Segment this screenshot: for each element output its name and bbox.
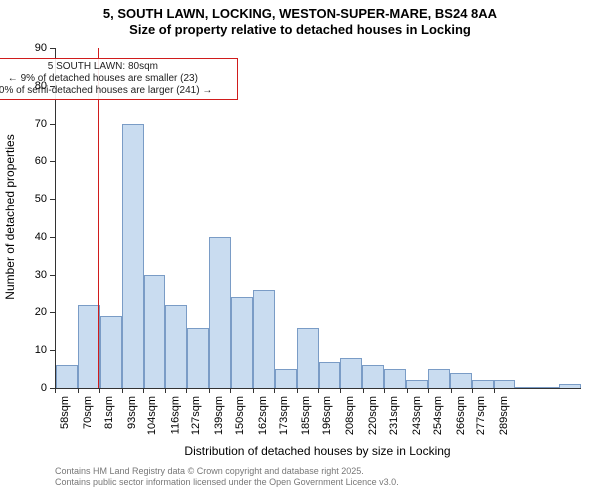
ytick-mark: [50, 199, 55, 200]
histogram-bar: [187, 328, 209, 388]
xtick-mark: [143, 388, 144, 393]
histogram-bar: [537, 387, 559, 388]
xtick-label: 220sqm: [367, 396, 379, 435]
histogram-bar: [450, 373, 472, 388]
histogram-bar: [122, 124, 144, 388]
ytick-label: 60: [17, 155, 47, 167]
xtick-label: 139sqm: [213, 396, 225, 435]
xtick-mark: [230, 388, 231, 393]
xtick-mark: [384, 388, 385, 393]
histogram-bar: [231, 297, 253, 388]
xtick-mark: [407, 388, 408, 393]
xtick-label: 58sqm: [59, 396, 71, 429]
ytick-label: 0: [17, 382, 47, 394]
ytick-label: 10: [17, 344, 47, 356]
xtick-mark: [253, 388, 254, 393]
xtick-label: 208sqm: [344, 396, 356, 435]
xtick-mark: [209, 388, 210, 393]
xtick-label: 266sqm: [455, 396, 467, 435]
ytick-mark: [50, 312, 55, 313]
histogram-bar: [253, 290, 275, 388]
histogram-bar: [100, 316, 122, 388]
plot-area: 5 SOUTH LAWN: 80sqm← 9% of detached hous…: [55, 48, 581, 389]
histogram-bar: [428, 369, 450, 388]
footer-line-1: Contains HM Land Registry data © Crown c…: [55, 466, 399, 477]
ytick-label: 30: [17, 269, 47, 281]
xtick-label: 93sqm: [126, 396, 138, 429]
xtick-mark: [428, 388, 429, 393]
xtick-mark: [472, 388, 473, 393]
histogram-bar: [275, 369, 297, 388]
ytick-label: 50: [17, 193, 47, 205]
xtick-mark: [122, 388, 123, 393]
xtick-mark: [494, 388, 495, 393]
xtick-label: 243sqm: [411, 396, 423, 435]
histogram-bar: [340, 358, 362, 388]
ytick-mark: [50, 124, 55, 125]
xtick-mark: [297, 388, 298, 393]
annotation-line-1: 5 SOUTH LAWN: 80sqm: [0, 61, 233, 73]
ytick-label: 40: [17, 231, 47, 243]
title-line-2: Size of property relative to detached ho…: [0, 22, 600, 38]
histogram-bar: [472, 380, 494, 388]
xtick-mark: [78, 388, 79, 393]
xtick-mark: [318, 388, 319, 393]
ytick-label: 20: [17, 306, 47, 318]
histogram-bar: [384, 369, 406, 388]
ytick-mark: [50, 237, 55, 238]
footer-attribution: Contains HM Land Registry data © Crown c…: [55, 466, 399, 488]
xtick-label: 289sqm: [498, 396, 510, 435]
xtick-label: 277sqm: [476, 396, 488, 435]
ytick-mark: [50, 48, 55, 49]
xtick-label: 150sqm: [234, 396, 246, 435]
xtick-label: 185sqm: [301, 396, 313, 435]
xtick-label: 231sqm: [388, 396, 400, 435]
histogram-bar: [362, 365, 384, 388]
title-line-1: 5, SOUTH LAWN, LOCKING, WESTON-SUPER-MAR…: [0, 6, 600, 22]
histogram-bar: [494, 380, 516, 388]
histogram-bar: [406, 380, 428, 388]
xtick-mark: [274, 388, 275, 393]
xtick-label: 104sqm: [147, 396, 159, 435]
xtick-label: 254sqm: [432, 396, 444, 435]
footer-line-2: Contains public sector information licen…: [55, 477, 399, 488]
xtick-mark: [451, 388, 452, 393]
histogram-bar: [515, 387, 537, 388]
x-axis-label: Distribution of detached houses by size …: [55, 444, 580, 458]
xtick-mark: [363, 388, 364, 393]
ytick-mark: [50, 350, 55, 351]
ytick-mark: [50, 275, 55, 276]
histogram-bar: [319, 362, 341, 388]
histogram-bar: [78, 305, 100, 388]
xtick-mark: [340, 388, 341, 393]
xtick-mark: [55, 388, 56, 393]
xtick-label: 162sqm: [257, 396, 269, 435]
xtick-label: 196sqm: [322, 396, 334, 435]
histogram-bar: [144, 275, 166, 388]
histogram-bar: [165, 305, 187, 388]
xtick-label: 70sqm: [82, 396, 94, 429]
xtick-mark: [99, 388, 100, 393]
ytick-label: 80: [17, 80, 47, 92]
ytick-label: 90: [17, 42, 47, 54]
ytick-mark: [50, 161, 55, 162]
ytick-label: 70: [17, 118, 47, 130]
ytick-mark: [50, 86, 55, 87]
xtick-label: 127sqm: [190, 396, 202, 435]
histogram-bar: [297, 328, 319, 388]
chart-container: 5, SOUTH LAWN, LOCKING, WESTON-SUPER-MAR…: [0, 0, 600, 500]
xtick-mark: [186, 388, 187, 393]
xtick-label: 173sqm: [278, 396, 290, 435]
xtick-mark: [165, 388, 166, 393]
xtick-label: 81sqm: [103, 396, 115, 429]
histogram-bar: [209, 237, 231, 388]
xtick-label: 116sqm: [169, 396, 181, 434]
histogram-bar: [559, 384, 581, 388]
y-axis-label: Number of detached properties: [3, 117, 17, 317]
histogram-bar: [56, 365, 78, 388]
chart-title: 5, SOUTH LAWN, LOCKING, WESTON-SUPER-MAR…: [0, 6, 600, 39]
